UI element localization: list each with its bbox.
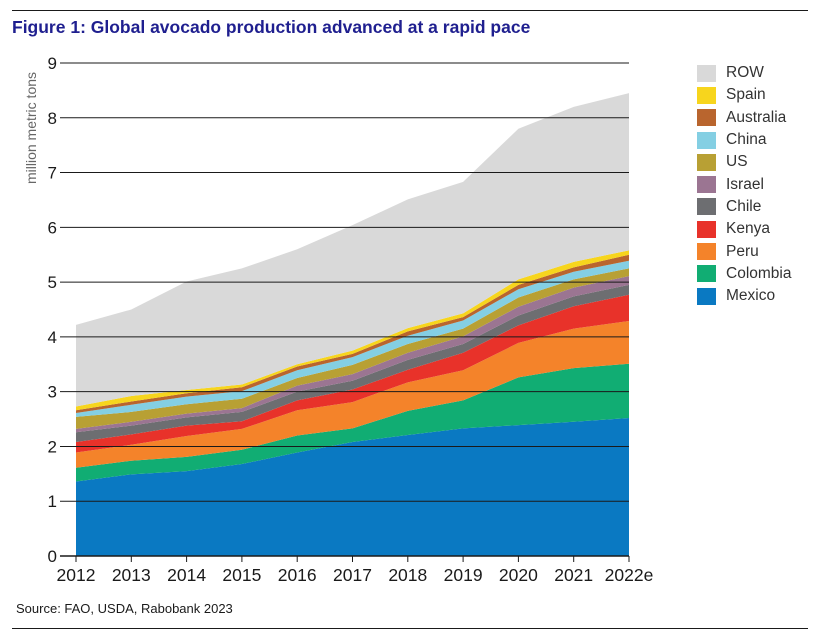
legend-label: ROW bbox=[726, 64, 764, 82]
legend-label: Australia bbox=[726, 108, 787, 126]
legend-label: Israel bbox=[726, 175, 764, 193]
legend-label: Kenya bbox=[726, 220, 770, 238]
area-australia bbox=[76, 254, 629, 414]
x-tick-label: 2022e bbox=[605, 565, 654, 585]
legend-label: China bbox=[726, 131, 767, 149]
legend-label: Chile bbox=[726, 197, 762, 215]
y-axis-label: million metric tons bbox=[23, 72, 39, 184]
legend-item-row: ROW bbox=[697, 62, 812, 84]
top-rule bbox=[12, 10, 808, 11]
legend-swatch bbox=[697, 243, 716, 261]
legend-swatch bbox=[697, 109, 716, 127]
legend-label: Spain bbox=[726, 86, 766, 104]
legend-swatch bbox=[697, 287, 716, 305]
legend: ROW Spain Australia China US Israel Chile Kenya… bbox=[697, 62, 812, 307]
area-kenya bbox=[76, 294, 629, 453]
x-tick-label: 2018 bbox=[388, 565, 427, 585]
legend-item-spain: Spain bbox=[697, 84, 812, 106]
y-tick-label: 5 bbox=[48, 273, 57, 292]
y-tick-label: 4 bbox=[48, 328, 57, 347]
x-tick-label: 2021 bbox=[554, 565, 593, 585]
legend-swatch bbox=[697, 220, 716, 238]
y-tick-label: 1 bbox=[48, 492, 57, 511]
bottom-rule bbox=[12, 628, 808, 629]
legend-swatch bbox=[697, 265, 716, 283]
legend-item-china: China bbox=[697, 129, 812, 151]
x-tick-label: 2015 bbox=[222, 565, 261, 585]
source-note: Source: FAO, USDA, Rabobank 2023 bbox=[16, 601, 233, 616]
x-tick-label: 2017 bbox=[333, 565, 372, 585]
legend-item-chile: Chile bbox=[697, 196, 812, 218]
area-china bbox=[76, 260, 629, 417]
legend-item-colombia: Colombia bbox=[697, 263, 812, 285]
x-tick-label: 2019 bbox=[444, 565, 483, 585]
figure-title: Figure 1: Global avocado production adva… bbox=[12, 17, 531, 37]
area-row bbox=[76, 93, 629, 407]
x-tick-label: 2013 bbox=[112, 565, 151, 585]
area-chile bbox=[76, 284, 629, 443]
y-tick-label: 3 bbox=[48, 383, 57, 402]
area-mexico bbox=[76, 417, 629, 556]
legend-swatch bbox=[697, 176, 716, 194]
legend-item-mexico: Mexico bbox=[697, 285, 812, 307]
area-israel bbox=[76, 276, 629, 433]
area-colombia bbox=[76, 363, 629, 482]
y-tick-label: 2 bbox=[48, 437, 57, 456]
area-spain bbox=[76, 250, 629, 411]
y-tick-label: 0 bbox=[48, 547, 57, 566]
legend-label: Peru bbox=[726, 242, 759, 260]
legend-label: Mexico bbox=[726, 287, 776, 305]
legend-item-kenya: Kenya bbox=[697, 218, 812, 240]
area-us bbox=[76, 268, 629, 429]
legend-label: Colombia bbox=[726, 264, 792, 282]
legend-item-israel: Israel bbox=[697, 173, 812, 195]
legend-item-peru: Peru bbox=[697, 240, 812, 262]
y-tick-label: 7 bbox=[48, 164, 57, 183]
legend-swatch bbox=[697, 198, 716, 216]
x-tick-label: 2016 bbox=[278, 565, 317, 585]
legend-label: US bbox=[726, 153, 748, 171]
x-tick-label: 2020 bbox=[499, 565, 538, 585]
y-tick-label: 8 bbox=[48, 109, 57, 128]
legend-swatch bbox=[697, 153, 716, 171]
area-peru bbox=[76, 321, 629, 468]
legend-swatch bbox=[697, 64, 716, 82]
legend-swatch bbox=[697, 131, 716, 149]
x-tick-label: 2012 bbox=[57, 565, 96, 585]
legend-item-us: US bbox=[697, 151, 812, 173]
legend-swatch bbox=[697, 86, 716, 104]
y-tick-label: 6 bbox=[48, 218, 57, 237]
legend-item-australia: Australia bbox=[697, 107, 812, 129]
x-tick-label: 2014 bbox=[167, 565, 206, 585]
y-tick-label: 9 bbox=[48, 54, 57, 73]
